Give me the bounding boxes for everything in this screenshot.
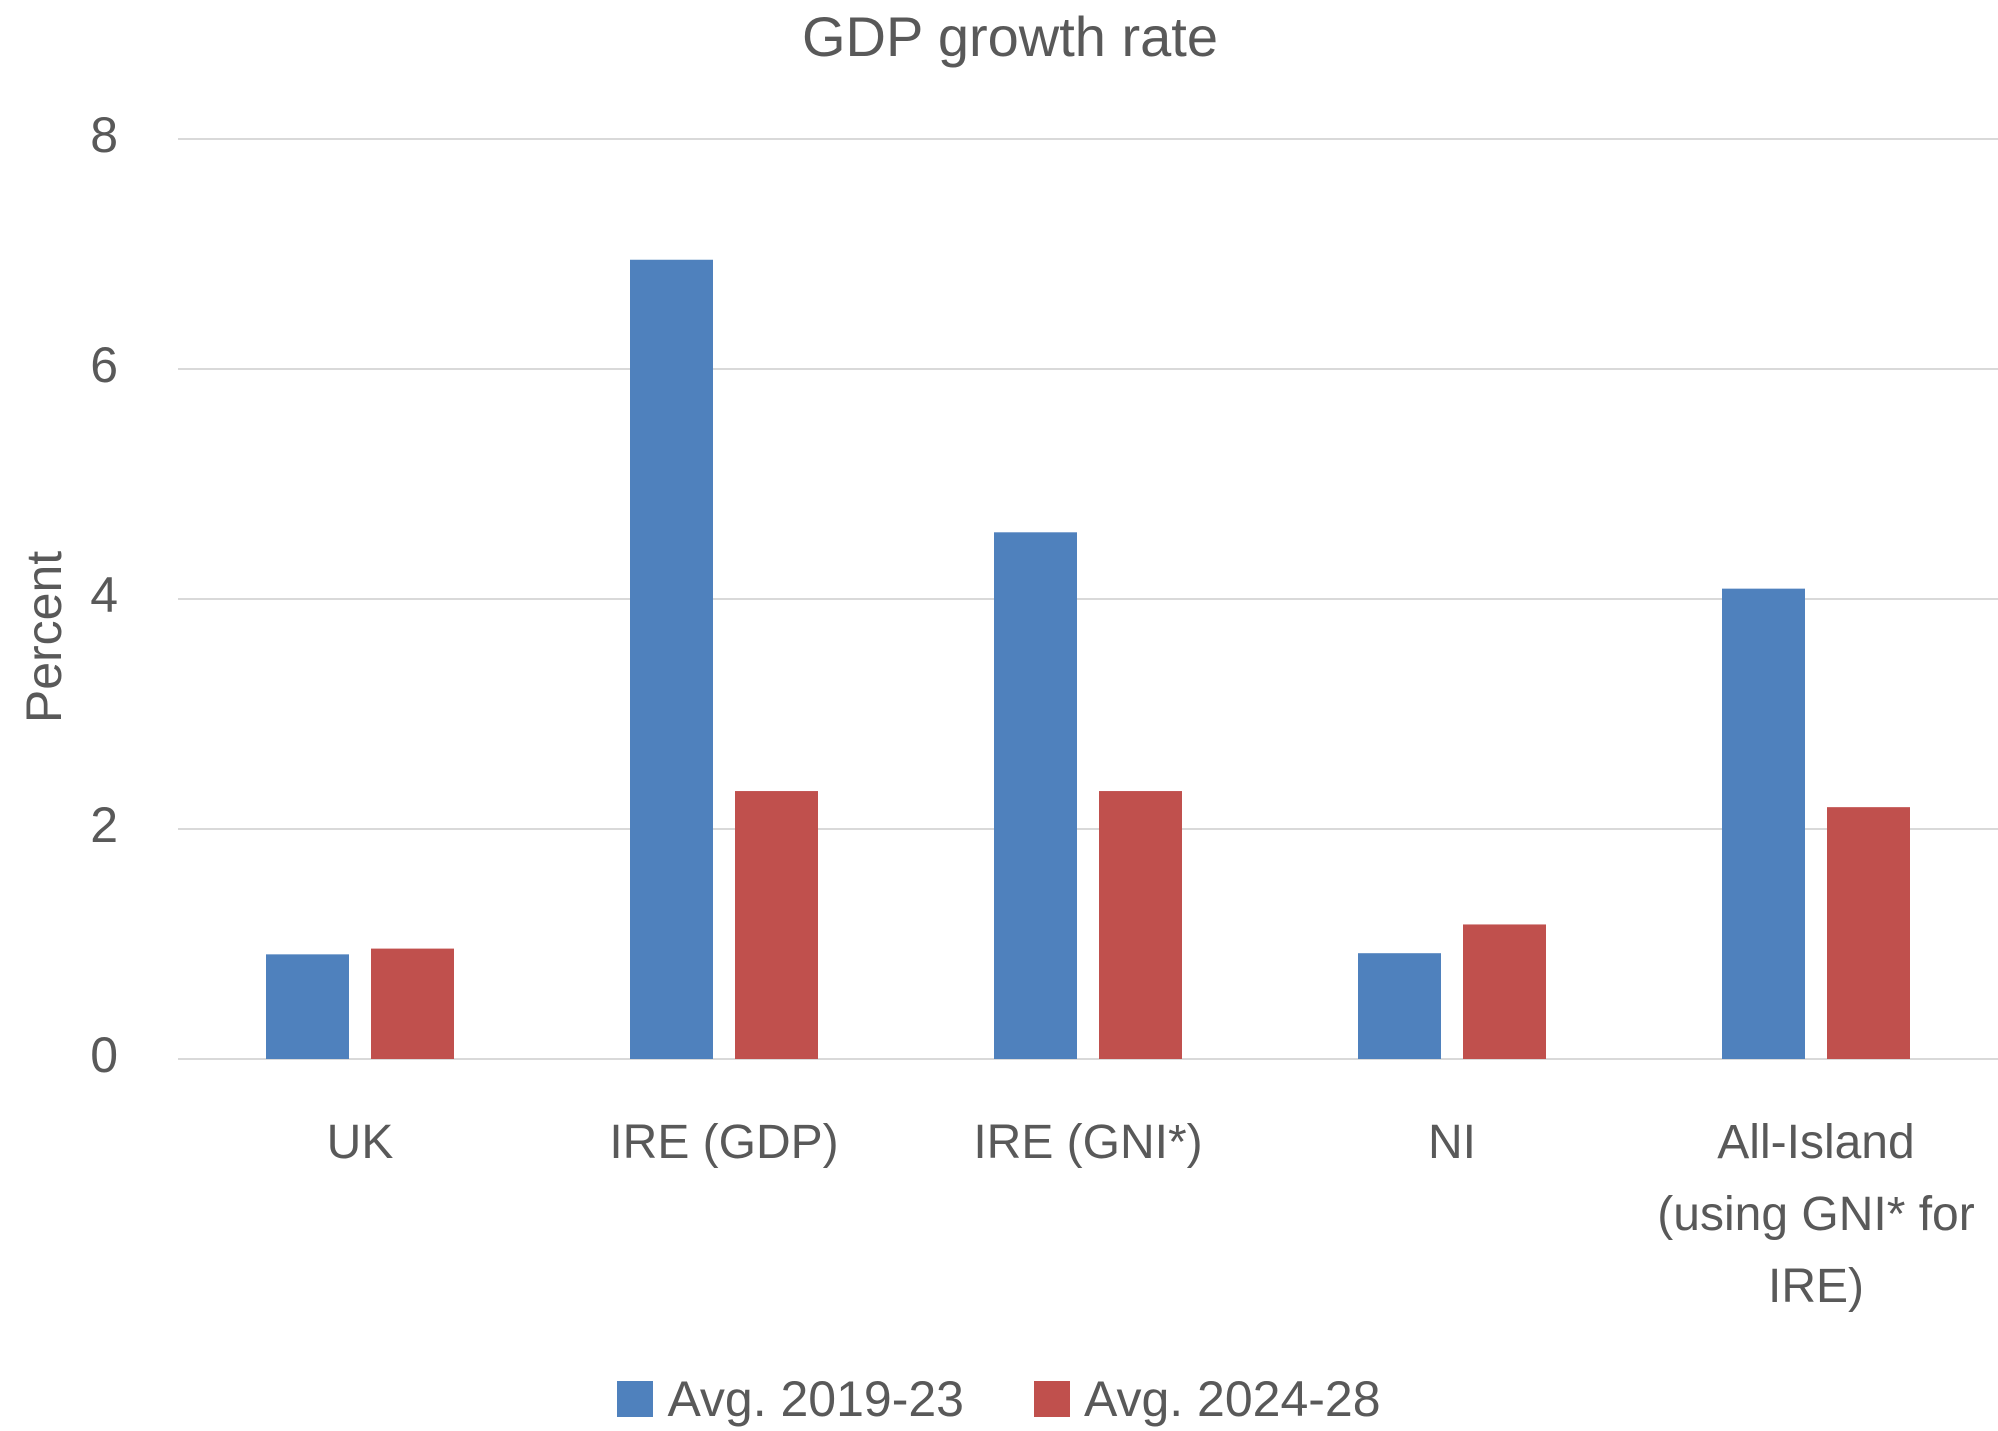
- legend-label: Avg. 2019-23: [667, 1371, 964, 1427]
- legend-label: Avg. 2024-28: [1084, 1371, 1381, 1427]
- y-tick-label: 4: [90, 567, 118, 623]
- bar: [1463, 924, 1546, 1059]
- y-tick-label: 6: [90, 337, 118, 393]
- legend-swatch: [617, 1381, 654, 1417]
- bar: [371, 948, 454, 1059]
- bar: [630, 259, 713, 1059]
- y-tick-label: 0: [90, 1027, 118, 1083]
- x-tick-label: IRE (GDP): [609, 1116, 839, 1169]
- bar: [1358, 953, 1441, 1059]
- chart-title: GDP growth rate: [802, 5, 1218, 68]
- x-tick-label: NI: [1428, 1116, 1476, 1169]
- legend-swatch: [1034, 1381, 1070, 1417]
- x-tick-label: All-Island (using GNI* for IRE): [1657, 1116, 1975, 1313]
- bar: [1099, 791, 1182, 1059]
- bar: [994, 532, 1077, 1059]
- legend-item: Avg. 2019-23: [617, 1370, 964, 1428]
- legend: Avg. 2019-23 Avg. 2024-28: [0, 1370, 1998, 1428]
- bar: [266, 954, 349, 1059]
- y-tick-label: 2: [90, 797, 118, 853]
- bar: [1827, 807, 1910, 1059]
- bar: [735, 791, 818, 1059]
- bar: [1722, 588, 1805, 1059]
- y-axis-label: Percent: [16, 551, 72, 723]
- x-tick-label: IRE (GNI*): [973, 1116, 1203, 1169]
- y-tick-label: 8: [90, 107, 118, 163]
- x-tick-label: UK: [326, 1116, 394, 1169]
- legend-item: Avg. 2024-28: [1034, 1370, 1381, 1428]
